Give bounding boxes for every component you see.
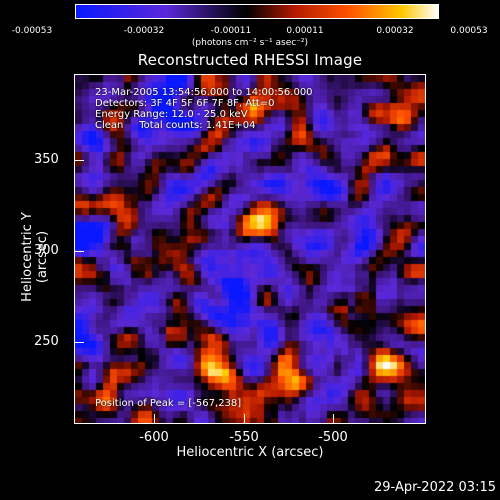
colorbar-tick: 0.00032 xyxy=(376,26,414,36)
image-plot-area[interactable]: 23-Mar-2005 13:54:56.000 to 14:00:56.000… xyxy=(74,74,426,424)
x-tick-mark xyxy=(244,414,245,424)
colorbar-tick: -0.00011 xyxy=(210,26,252,36)
info-energy-range: Energy Range: 12.0 - 25.0 keV xyxy=(95,109,248,120)
y-tick-label: 300 xyxy=(34,243,59,258)
colorbar xyxy=(75,4,439,19)
x-tick-mark xyxy=(154,414,155,424)
info-total-counts: Clean Total counts: 1.41E+04 xyxy=(95,120,256,131)
plot-timestamp: 29-Apr-2022 03:15 xyxy=(374,480,496,495)
plot-title: Reconstructed RHESSI Image xyxy=(137,51,363,69)
y-tick-mark xyxy=(74,160,84,161)
colorbar-tick: -0.00032 xyxy=(123,26,165,36)
info-detectors: Detectors: 3F 4F 5F 6F 7F 8F, Att=0 xyxy=(95,98,275,109)
y-tick-mark xyxy=(74,251,84,252)
y-tick-mark xyxy=(74,342,84,343)
colorbar-tick: -0.00053 xyxy=(11,26,53,36)
x-tick-label: -500 xyxy=(318,430,348,445)
peak-position-label: Position of Peak = [-567,238] xyxy=(95,398,242,409)
x-tick-mark xyxy=(333,414,334,424)
info-time-range: 23-Mar-2005 13:54:56.000 to 14:00:56.000 xyxy=(95,87,313,98)
colorbar-units: (photons cm⁻² s⁻¹ asec⁻²) xyxy=(191,38,309,48)
rhessi-heatmap[interactable] xyxy=(75,75,425,423)
y-tick-label: 250 xyxy=(34,334,59,349)
colorbar-tick: 0.00011 xyxy=(286,26,324,36)
y-axis-label: Heliocentric Y (arcsec) xyxy=(20,212,50,302)
x-tick-label: -550 xyxy=(229,430,259,445)
colorbar-tick: 0.00053 xyxy=(450,26,488,36)
x-axis-label: Heliocentric X (arcsec) xyxy=(176,445,324,460)
y-tick-label: 350 xyxy=(34,152,59,167)
x-tick-label: -600 xyxy=(139,430,169,445)
